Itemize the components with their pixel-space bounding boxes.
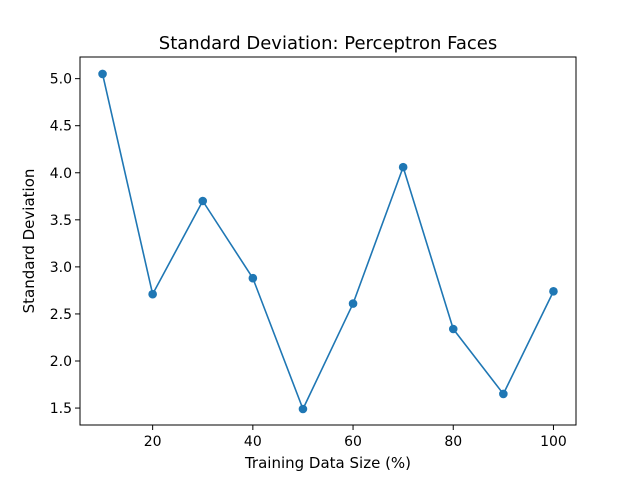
data-point <box>448 324 458 334</box>
x-tick-label: 20 <box>144 434 162 450</box>
y-tick-label: 2.5 <box>50 307 72 323</box>
y-tick-label: 2.0 <box>50 354 72 370</box>
y-tick-label: 3.0 <box>50 260 72 276</box>
axes-frame <box>79 56 577 426</box>
data-point <box>549 287 558 296</box>
data-point <box>198 196 208 206</box>
y-tick-label: 4.5 <box>50 119 72 135</box>
x-axis: 20 40 60 80 100 <box>144 425 567 450</box>
data-point <box>499 389 508 399</box>
plot-area <box>98 69 558 414</box>
x-axis-label: Training Data Size (%) <box>244 454 411 472</box>
data-point <box>148 289 157 299</box>
series-line <box>101 73 555 410</box>
x-tick-label: 60 <box>344 434 362 450</box>
y-tick-label: 3.5 <box>50 213 72 229</box>
x-tick-label: 40 <box>244 434 262 450</box>
data-point <box>398 162 408 172</box>
data-point <box>248 273 258 283</box>
data-point <box>98 69 107 79</box>
y-tick-label: 5.0 <box>50 72 72 88</box>
y-axis: 1.5 2.0 2.5 3.0 3.5 4.0 4.5 5.0 <box>50 72 80 417</box>
y-tick-label: 1.5 <box>50 401 72 417</box>
x-tick-label: 100 <box>540 434 567 450</box>
y-axis-label: Standard Deviation <box>20 169 38 314</box>
chart-title: Standard Deviation: Perceptron Faces <box>159 33 497 54</box>
x-tick-label: 80 <box>444 434 462 450</box>
data-point <box>348 299 358 308</box>
data-point <box>298 404 308 414</box>
y-tick-label: 4.0 <box>50 166 72 182</box>
